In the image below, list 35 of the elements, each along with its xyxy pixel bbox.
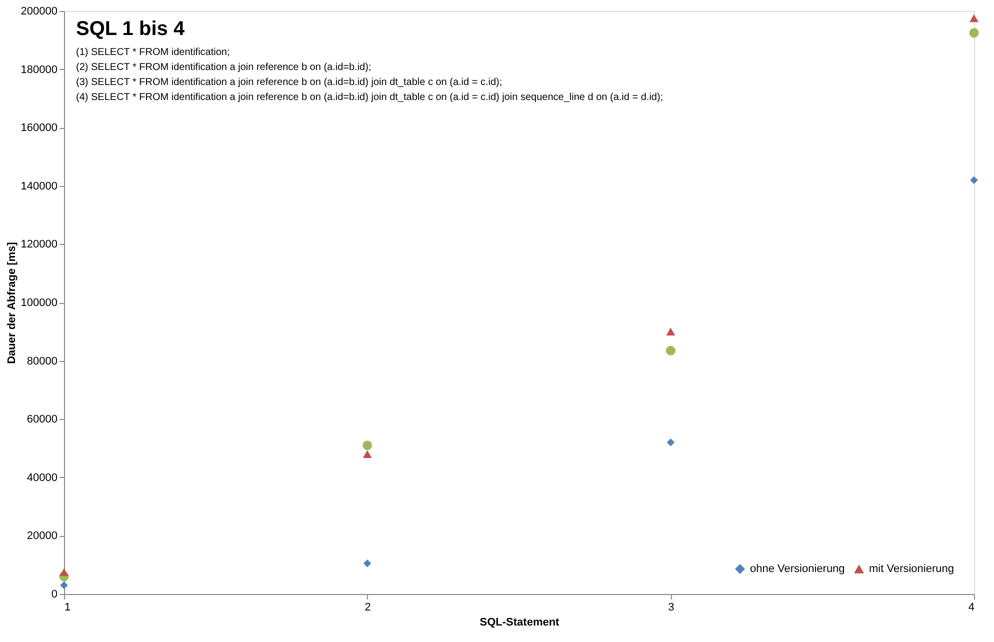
legend-label: mit Versionierung: [869, 563, 954, 575]
x-tick-label: 3: [668, 602, 674, 614]
x-tick-label: 2: [364, 602, 371, 614]
y-tick-label: 100000: [20, 297, 58, 309]
point: [60, 581, 68, 590]
y-tick-label: 40000: [26, 472, 58, 484]
annotation: (3) SELECT * FROM identification a join reference b on (a.id=b.id) join dt_table c on (a.id = c.id);: [76, 77, 502, 88]
chart-title: SQL 1 bis 4: [76, 18, 186, 40]
y-tick-label: 120000: [20, 238, 58, 251]
point: [363, 560, 372, 568]
y-tick-label: 200000: [20, 6, 58, 18]
annotation: (1) SELECT * FROM identification;: [76, 47, 230, 58]
point: [60, 568, 68, 576]
point: [969, 28, 979, 38]
y-axis-title: Dauer der Abfrage [ms]: [6, 242, 18, 364]
point: [362, 450, 372, 458]
annotation: (2) SELECT * FROM identification a join reference b on (a.id=b.id);: [76, 62, 372, 73]
point: [666, 328, 676, 336]
y-tick-label: 80000: [26, 355, 58, 368]
y-tick-label: 160000: [20, 122, 58, 134]
point: [666, 346, 676, 356]
legend-label: ohne Versionierung: [750, 563, 845, 575]
y-tick-label: 0: [51, 588, 58, 600]
point: [362, 440, 372, 450]
x-axis-title: SQL-Statement: [480, 616, 560, 628]
x-tick-label: 4: [968, 602, 974, 614]
y-tick-label: 20000: [26, 530, 58, 542]
annotation: (4) SELECT * FROM identification a join reference b on (a.id=b.id) join dt_table c on (a.id = c.id) join sequence_line d on (a.id = d.id);: [76, 92, 664, 103]
y-tick-label: 180000: [20, 64, 58, 76]
y-tick-label: 60000: [26, 414, 58, 426]
y-tick-label: 140000: [20, 180, 58, 192]
x-tick-label: 1: [64, 602, 71, 614]
point: [970, 14, 978, 22]
point: [666, 438, 675, 446]
point: [970, 176, 978, 184]
